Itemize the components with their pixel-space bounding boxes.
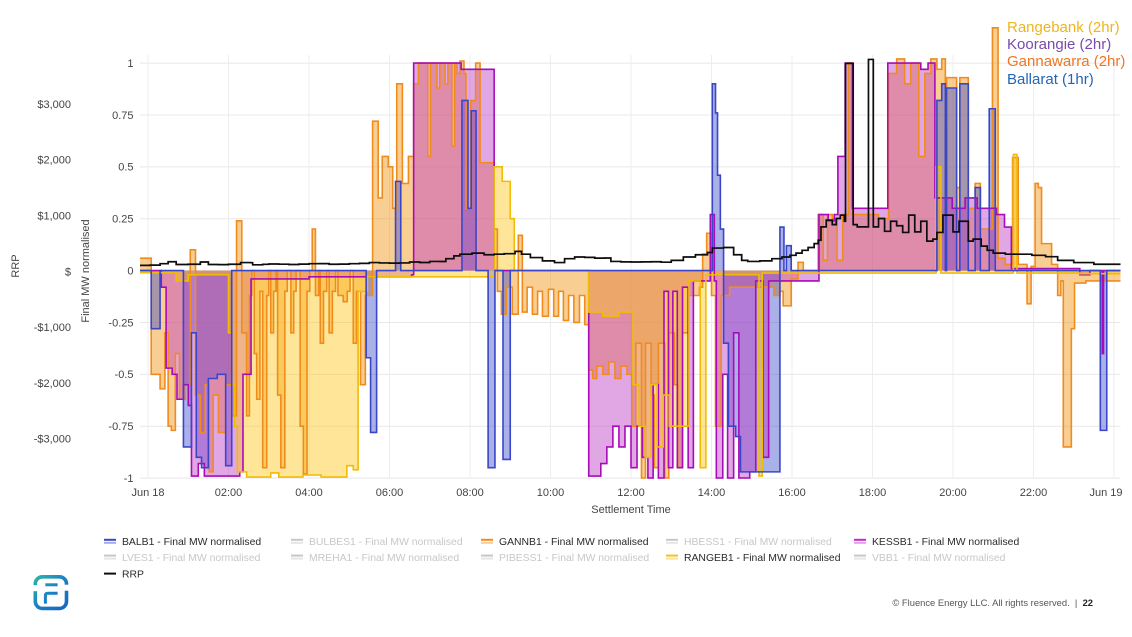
svg-text:06:00: 06:00 bbox=[376, 487, 404, 499]
svg-text:$: $ bbox=[65, 266, 71, 278]
svg-text:12:00: 12:00 bbox=[617, 487, 645, 499]
svg-text:20:00: 20:00 bbox=[939, 487, 967, 499]
svg-text:BULBES1 - Final MW normalised: BULBES1 - Final MW normalised bbox=[309, 537, 463, 548]
svg-text:GANNB1 - Final MW normalised: GANNB1 - Final MW normalised bbox=[499, 537, 649, 548]
svg-text:0.25: 0.25 bbox=[112, 214, 133, 226]
svg-text:22:00: 22:00 bbox=[1020, 487, 1048, 499]
svg-text:-$1,000: -$1,000 bbox=[34, 322, 71, 334]
svg-text:Jun 19: Jun 19 bbox=[1089, 487, 1122, 499]
svg-text:-$3,000: -$3,000 bbox=[34, 434, 71, 446]
svg-text:$1,000: $1,000 bbox=[37, 211, 71, 223]
svg-text:RRP: RRP bbox=[10, 254, 22, 277]
svg-text:MREHA1 - Final MW normalised: MREHA1 - Final MW normalised bbox=[309, 553, 459, 564]
svg-text:0.75: 0.75 bbox=[112, 110, 133, 122]
svg-text:RANGEB1 - Final MW normalised: RANGEB1 - Final MW normalised bbox=[684, 553, 841, 564]
svg-text:RRP: RRP bbox=[122, 570, 144, 581]
svg-text:-$2,000: -$2,000 bbox=[34, 378, 71, 390]
svg-text:BALB1 - Final MW normalised: BALB1 - Final MW normalised bbox=[122, 537, 261, 548]
svg-text:PIBESS1 - Final MW normalised: PIBESS1 - Final MW normalised bbox=[499, 553, 649, 564]
svg-text:LVES1 - Final MW normalised: LVES1 - Final MW normalised bbox=[122, 553, 261, 564]
svg-text:-0.5: -0.5 bbox=[115, 369, 134, 381]
svg-text:-0.75: -0.75 bbox=[108, 421, 133, 433]
svg-text:02:00: 02:00 bbox=[215, 487, 243, 499]
svg-text:Final MW normalised: Final MW normalised bbox=[80, 219, 92, 322]
svg-text:Settlement Time: Settlement Time bbox=[591, 504, 670, 516]
svg-text:Jun 18: Jun 18 bbox=[131, 487, 164, 499]
svg-text:16:00: 16:00 bbox=[778, 487, 806, 499]
svg-text:18:00: 18:00 bbox=[859, 487, 887, 499]
svg-text:© Fluence Energy LLC. All righ: © Fluence Energy LLC. All rights reserve… bbox=[892, 597, 1093, 608]
svg-text:$2,000: $2,000 bbox=[37, 155, 71, 167]
svg-text:KESSB1 - Final MW normalised: KESSB1 - Final MW normalised bbox=[872, 537, 1019, 548]
svg-text:HBESS1 - Final MW normalised: HBESS1 - Final MW normalised bbox=[684, 537, 832, 548]
svg-text:08:00: 08:00 bbox=[456, 487, 484, 499]
svg-text:1: 1 bbox=[127, 58, 133, 70]
svg-text:-0.25: -0.25 bbox=[108, 317, 133, 329]
svg-text:14:00: 14:00 bbox=[698, 487, 726, 499]
svg-text:04:00: 04:00 bbox=[295, 487, 323, 499]
svg-text:0.5: 0.5 bbox=[118, 162, 133, 174]
svg-text:-1: -1 bbox=[124, 473, 134, 485]
svg-text:$3,000: $3,000 bbox=[37, 99, 71, 111]
svg-text:10:00: 10:00 bbox=[537, 487, 565, 499]
svg-text:0: 0 bbox=[127, 265, 133, 277]
svg-text:VBB1 - Final MW normalised: VBB1 - Final MW normalised bbox=[872, 553, 1006, 564]
